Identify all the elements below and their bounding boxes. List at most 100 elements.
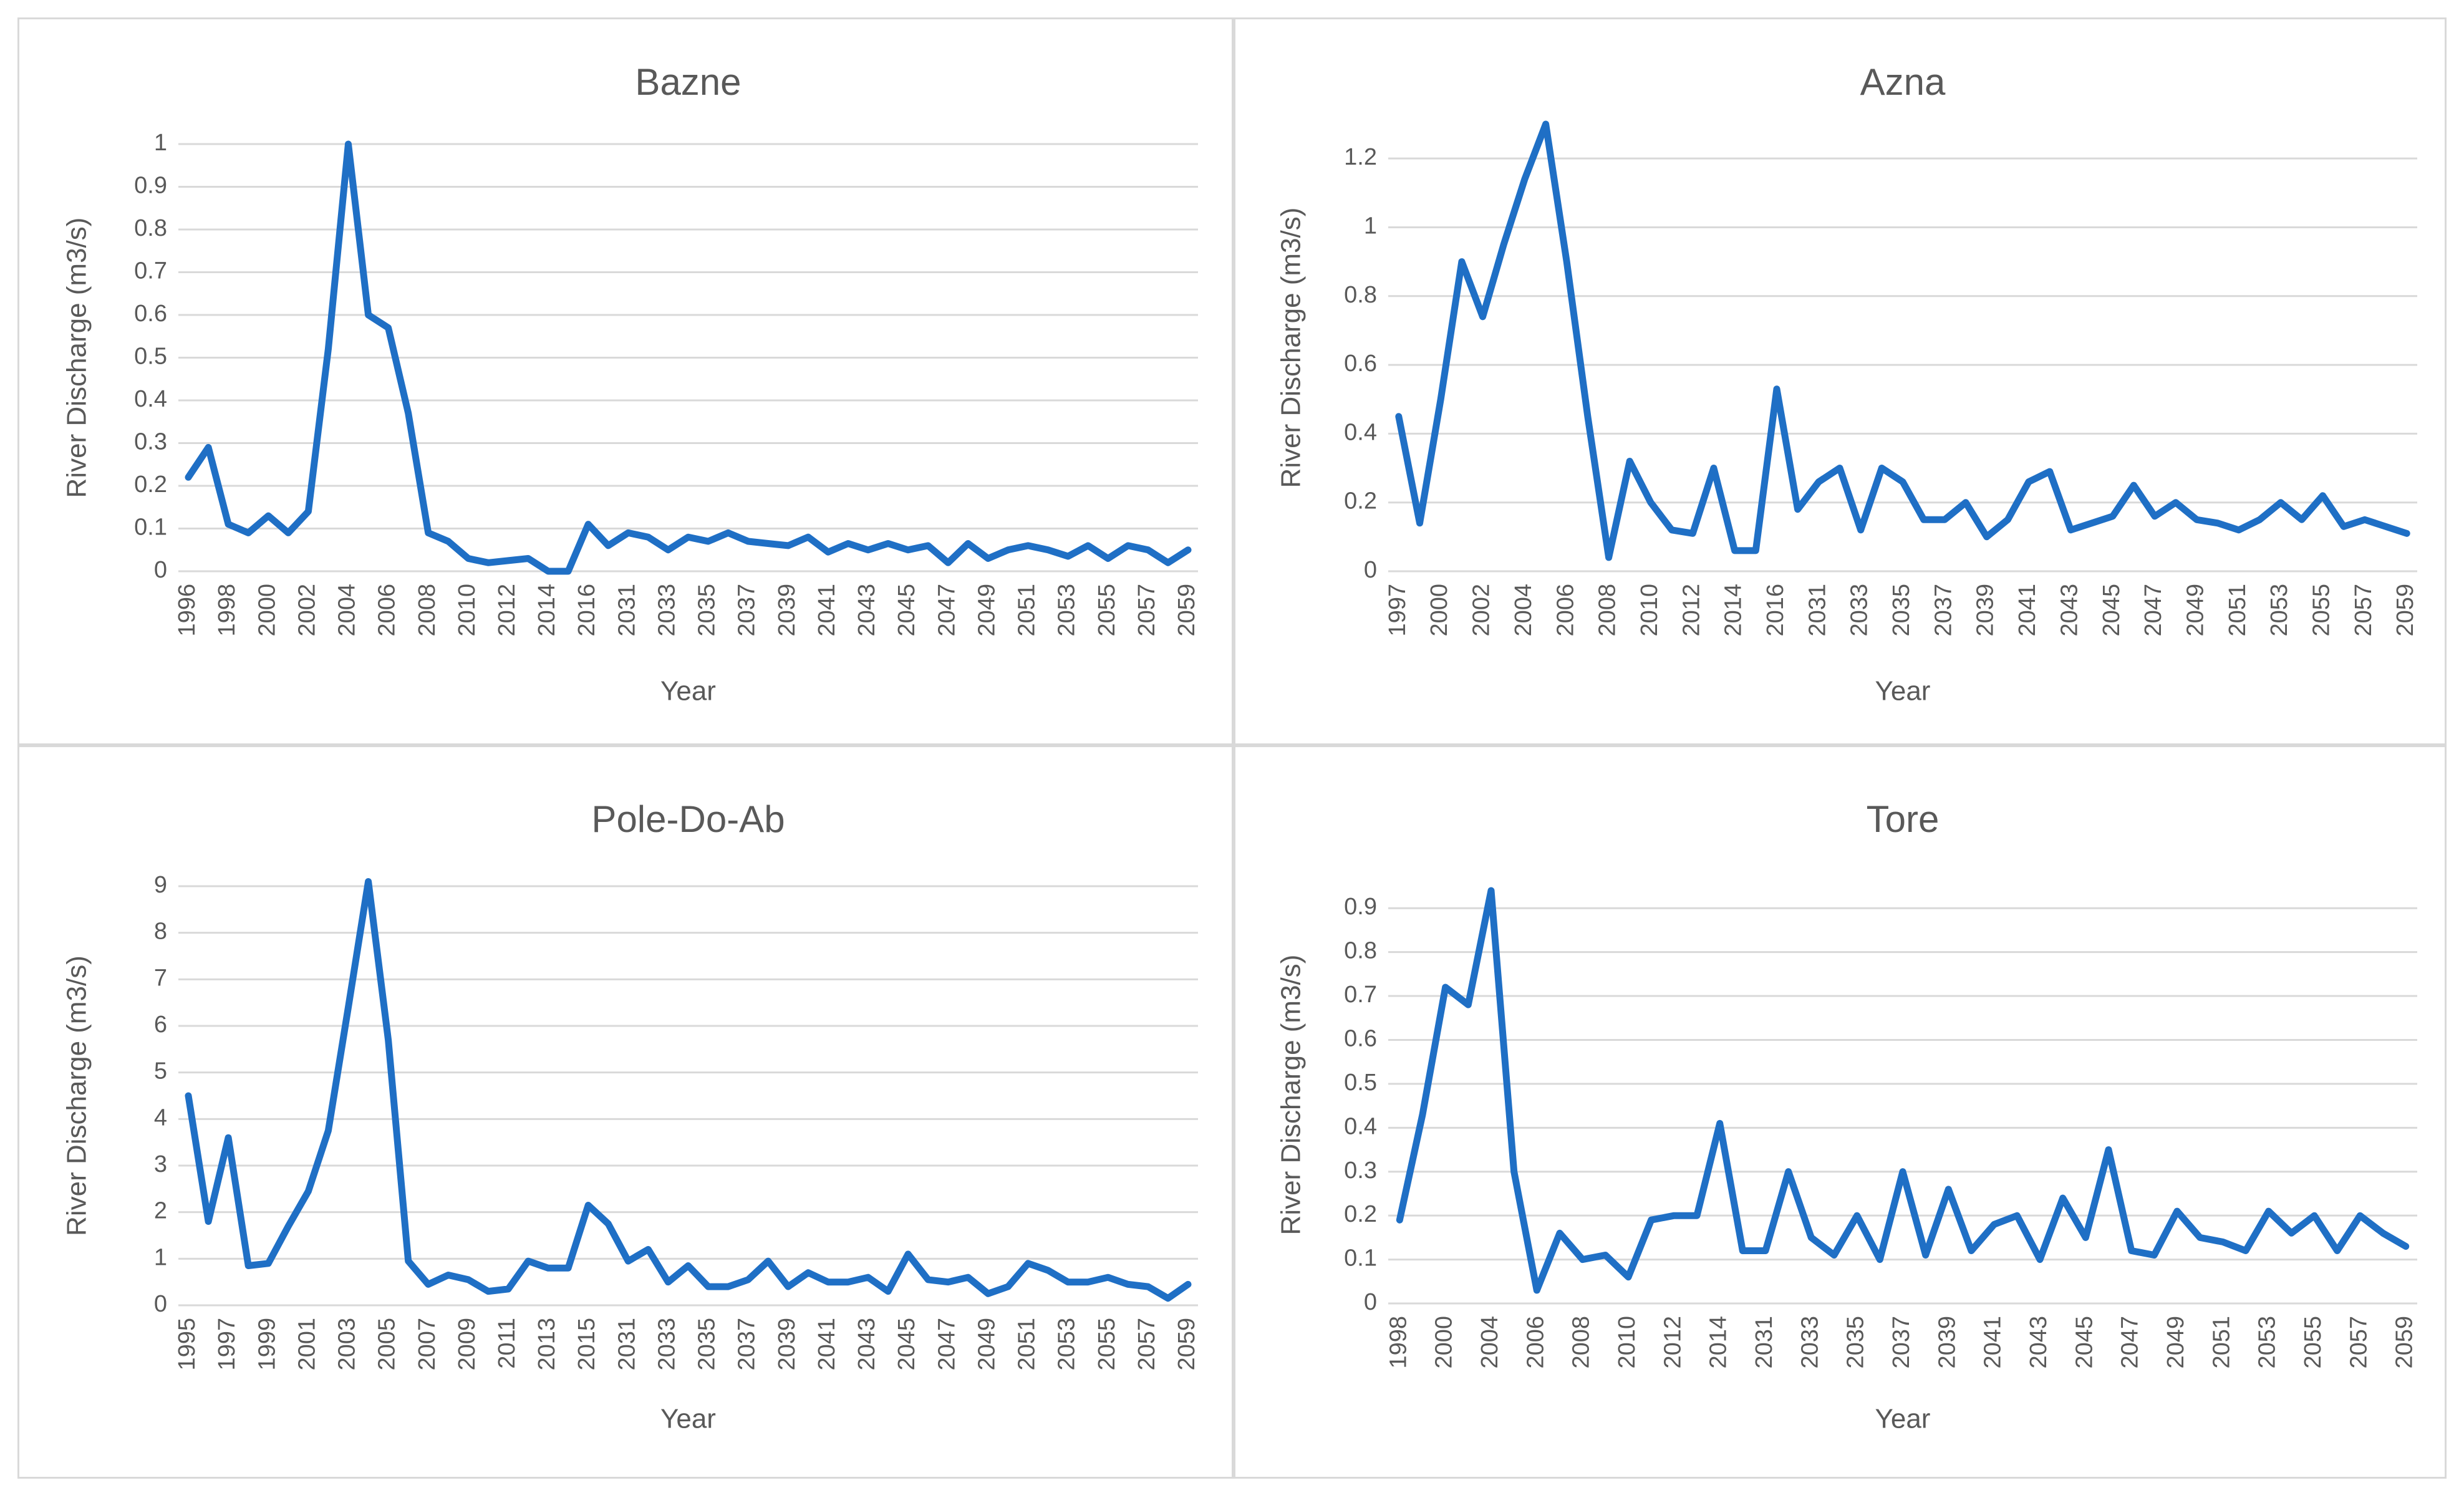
- x-tick-label: 2037: [734, 1318, 760, 1371]
- x-tick-label: 2015: [574, 1318, 600, 1371]
- chart-title: Bazne: [635, 61, 741, 103]
- x-tick-label: 1995: [174, 1318, 200, 1371]
- x-tick-label: 2035: [1843, 1316, 1869, 1369]
- x-tick-label: 2008: [414, 584, 440, 637]
- x-tick-label: 2006: [1522, 1316, 1548, 1369]
- x-tick-label: 1998: [1385, 1316, 1411, 1369]
- chart-svg-bazne: Bazne 0 0.1 0.2 0.3 0.4 0.5 0.6 0.7 0.8 0.9 1 1996 19…: [62, 61, 1200, 707]
- y-tick-label: 1: [154, 1244, 167, 1270]
- y-tick-label: 1.2: [1344, 144, 1377, 170]
- x-tick-label: 2012: [1660, 1316, 1686, 1369]
- series-line-bazne: [185, 140, 1192, 575]
- y-axis-title: River Discharge (m3/s): [1276, 955, 1307, 1235]
- y-tick-label: 0.6: [1344, 1026, 1377, 1052]
- x-tick-label: 1996: [174, 584, 200, 637]
- y-tick-label: 0: [154, 557, 167, 583]
- y-tick-label: 0.4: [1344, 1113, 1377, 1139]
- y-tick-label: 0.4: [1344, 419, 1377, 445]
- x-tick-label: 1997: [1384, 584, 1411, 637]
- y-tick-label: 0.7: [134, 258, 167, 284]
- x-tick-label: 2051: [2225, 584, 2251, 637]
- x-tick-label: 2003: [334, 1318, 360, 1371]
- y-tick-label: 0.2: [1344, 1201, 1377, 1227]
- chart-panel-azna: Azna 0 0.2 0.4 0.6 0.8 1 1.2 1997 2000 2002 2004 200…: [1234, 17, 2447, 745]
- x-tick-label: 2055: [2309, 584, 2335, 637]
- y-tick-label: 0.1: [1344, 1245, 1377, 1272]
- x-tick-label: 2055: [1094, 584, 1120, 637]
- chart-title: Pole-Do-Ab: [591, 798, 785, 840]
- x-tick-label: 2014: [534, 584, 560, 637]
- y-tick-label: 0.3: [1344, 1157, 1377, 1184]
- x-tick-label: 2033: [654, 1318, 680, 1371]
- y-axis-title: River Discharge (m3/s): [1276, 208, 1307, 488]
- x-tick-label: 2041: [814, 584, 840, 637]
- x-tick-label: 2037: [1930, 584, 1956, 637]
- y-tick-label: 0.4: [134, 386, 167, 412]
- x-tick-label: 2002: [294, 584, 320, 637]
- x-tick-label: 1998: [214, 584, 240, 637]
- x-tick-label: 2049: [2182, 584, 2208, 637]
- x-tick-label: 2012: [1678, 584, 1704, 637]
- y-tick-label: 1: [154, 130, 167, 156]
- chart-panel-bazne: Bazne 0 0.1 0.2 0.3 0.4 0.5 0.6 0.7 0.8 0.9 1 1996 19…: [17, 17, 1234, 745]
- x-tick-label: 2053: [1054, 1318, 1080, 1371]
- x-tick-label: 2010: [454, 584, 480, 637]
- y-tick-label: 5: [154, 1058, 167, 1085]
- y-tick-label: 0.3: [134, 429, 167, 455]
- x-tick-label: 2043: [2056, 584, 2082, 637]
- x-tick-label: 2004: [334, 584, 360, 637]
- x-tick-label: 2004: [1477, 1316, 1503, 1369]
- x-tick-label: 2010: [1636, 584, 1663, 637]
- x-tick-label: 2012: [494, 584, 520, 637]
- chart-svg-azna: Azna 0 0.2 0.4 0.6 0.8 1 1.2 1997 2000 2002 2004 200…: [1276, 61, 2419, 707]
- y-tick-label: 3: [154, 1151, 167, 1177]
- x-tick-label: 2011: [494, 1318, 520, 1369]
- x-tick-label: 1999: [254, 1318, 280, 1371]
- y-tick-label: 0.2: [134, 471, 167, 498]
- chart-svg-tore: Tore 0 0.1 0.2 0.3 0.4 0.5 0.6 0.7 0.8 0.9 1998 2000…: [1276, 798, 2418, 1434]
- x-tick-label: 2045: [894, 584, 920, 637]
- x-tick-label: 2000: [254, 584, 280, 637]
- x-tick-label: 2035: [1888, 584, 1915, 637]
- x-tick-label: 2006: [1552, 584, 1578, 637]
- x-axis-title: Year: [660, 1404, 716, 1434]
- x-tick-label: 2053: [2266, 584, 2292, 637]
- chart-svg-pole-do-ab: Pole-Do-Ab 0 1 2 3 4 5 6 7 8 9 1995 1997 1999 2001 2003…: [62, 798, 1200, 1434]
- x-tick-label: 2033: [1847, 584, 1873, 637]
- x-axis-title: Year: [1875, 1404, 1931, 1434]
- x-tick-label: 2047: [2117, 1316, 2143, 1369]
- x-tick-label: 2037: [1888, 1316, 1915, 1369]
- x-tick-label: 2051: [2208, 1316, 2235, 1369]
- x-tick-label: 2000: [1426, 584, 1452, 637]
- x-tick-label: 2014: [1706, 1316, 1732, 1369]
- x-tick-label: 2031: [1751, 1316, 1777, 1369]
- x-tick-label: 2047: [934, 584, 960, 637]
- x-tick-label: 2041: [814, 1318, 840, 1371]
- y-tick-label: 0.5: [1344, 1070, 1377, 1096]
- x-tick-label: 2035: [694, 1318, 720, 1371]
- x-tick-label: 2001: [294, 1318, 320, 1371]
- chart-title: Tore: [1867, 798, 1940, 840]
- x-tick-label: 1997: [214, 1318, 240, 1371]
- y-tick-label: 0.8: [1344, 938, 1377, 964]
- x-tick-label: 2041: [2014, 584, 2041, 637]
- y-tick-label: 0.7: [1344, 982, 1377, 1008]
- y-axis-title: River Discharge (m3/s): [62, 955, 92, 1236]
- x-tick-label: 2031: [614, 584, 640, 637]
- y-tick-label: 0.6: [134, 301, 167, 327]
- x-tick-label: 2053: [2254, 1316, 2281, 1369]
- y-tick-label: 7: [154, 965, 167, 991]
- x-tick-label: 2000: [1431, 1316, 1457, 1369]
- x-tick-label: 2057: [1134, 1318, 1160, 1371]
- x-tick-label: 2035: [694, 584, 720, 637]
- x-tick-label: 2053: [1054, 584, 1080, 637]
- x-tick-label: 2057: [2346, 1316, 2372, 1369]
- x-tick-label: 2039: [774, 584, 800, 637]
- x-tick-label: 2006: [374, 584, 400, 637]
- x-tick-label: 2031: [614, 1318, 640, 1371]
- y-tick-label: 4: [154, 1104, 167, 1131]
- x-tick-label: 2033: [654, 584, 680, 637]
- x-tick-label: 2045: [894, 1318, 920, 1371]
- x-tick-label: 2041: [1980, 1316, 2006, 1369]
- x-tick-label: 2016: [574, 584, 600, 637]
